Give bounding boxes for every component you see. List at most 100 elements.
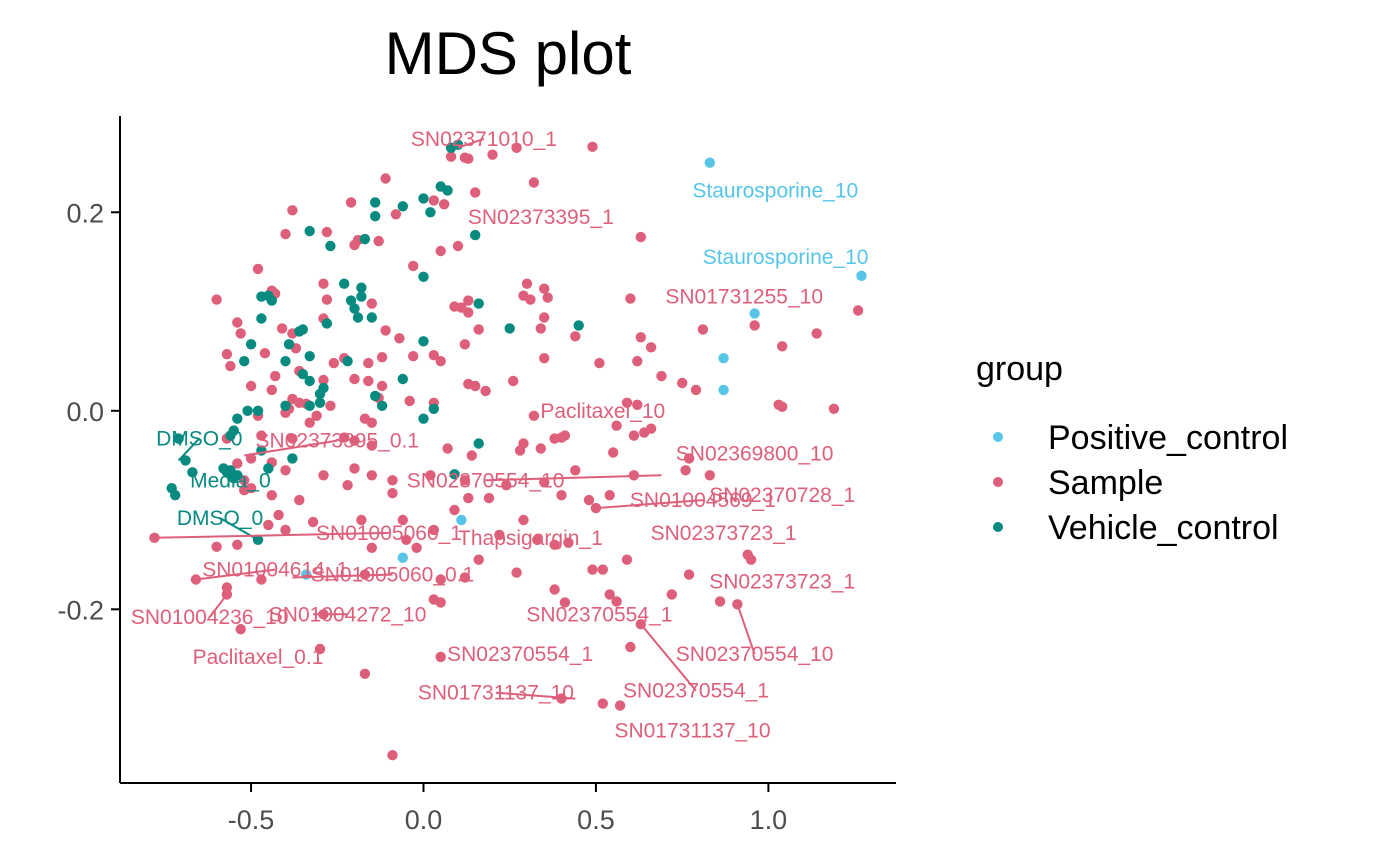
point-sample-69 [539, 353, 550, 364]
point-sample-155 [239, 485, 250, 496]
point-sample-161 [449, 504, 460, 516]
label-segment-11 [595, 499, 703, 510]
point-vehicle-control-45 [280, 400, 291, 411]
point-sample-58 [221, 349, 233, 360]
point-sample-121 [466, 450, 477, 461]
point-sample-95 [621, 397, 633, 408]
y-tick-label-0: -0.2 [57, 595, 104, 625]
point-label-18: SN01005060_0.1 [311, 564, 474, 587]
point-sample-170 [401, 534, 412, 545]
label-segment-18 [292, 573, 393, 579]
point-label-15: Thapsigargin_1 [458, 527, 603, 550]
point-vehicle-control-6 [370, 197, 381, 208]
point-vehicle-control-15 [356, 291, 367, 302]
point-vehicle-control-53 [287, 453, 298, 464]
label-segment-6 [177, 437, 201, 462]
point-sample-148 [342, 480, 353, 491]
point-sample-21 [435, 245, 446, 257]
point-vehicle-control-68 [418, 413, 429, 424]
point-sample-70 [594, 357, 605, 369]
point-sample-191 [549, 584, 560, 595]
legend: group Positive_control Sample Vehicle_co… [976, 350, 1288, 547]
point-vehicle-control-38 [304, 375, 315, 387]
point-sample-156 [273, 509, 284, 521]
point-sample-75 [245, 380, 257, 392]
point-label-25: Paclitaxel_0.1 [193, 646, 324, 669]
point-sample-63 [363, 357, 374, 369]
point-sample-64 [376, 352, 388, 363]
point-sample-6 [380, 173, 391, 184]
point-label-4: SN01731255_10 [665, 286, 823, 309]
point-sample-23 [521, 278, 533, 289]
label-segment-7 [244, 439, 338, 457]
point-sample-174 [532, 534, 543, 545]
point-sample-2 [487, 149, 498, 160]
point-sample-208 [597, 698, 608, 709]
point-sample-15 [280, 228, 291, 240]
point-sample-13 [287, 205, 298, 216]
point-label-2: SN02373395_1 [468, 206, 614, 229]
point-vehicle-control-55 [173, 433, 184, 444]
point-sample-103 [311, 410, 322, 421]
point-vehicle-control-58 [187, 467, 198, 478]
point-vehicle-control-54 [180, 455, 191, 466]
point-label-3: Staurosporine_10 [703, 246, 869, 269]
point-sample-7 [528, 177, 540, 188]
point-sample-143 [704, 470, 715, 481]
point-label-14: SN01005060_1 [316, 522, 462, 545]
point-sample-104 [304, 417, 315, 428]
point-vehicle-control-10 [359, 233, 371, 245]
point-vehicle-control-69 [449, 469, 460, 480]
point-vehicle-control-42 [314, 397, 326, 408]
point-positive-control-0 [704, 157, 715, 168]
point-sample-177 [621, 554, 633, 565]
point-sample-91 [325, 400, 336, 411]
point-sample-149 [387, 488, 398, 499]
point-sample-57 [645, 342, 657, 353]
point-sample-169 [366, 542, 377, 553]
point-sample-40 [473, 324, 484, 335]
y-axis-ticks: -0.2 0.0 0.2 [57, 198, 120, 625]
point-sample-11 [390, 209, 402, 220]
point-vehicle-control-16 [345, 295, 357, 306]
point-sample-9 [428, 195, 439, 206]
point-positive-control-3 [718, 353, 729, 364]
point-sample-186 [587, 564, 598, 575]
point-vehicle-control-31 [245, 339, 257, 350]
point-vehicle-control-44 [376, 400, 388, 411]
point-sample-131 [318, 470, 329, 481]
legend-label-positive-control: Positive_control [1048, 419, 1288, 457]
point-sample-172 [473, 554, 484, 565]
point-sample-41 [539, 312, 550, 323]
point-sample-139 [570, 465, 581, 476]
point-sample-125 [608, 447, 619, 458]
point-vehicle-control-13 [339, 278, 350, 289]
point-sample-179 [745, 554, 757, 565]
legend-swatch-sample [993, 477, 1003, 487]
point-vehicle-control-48 [232, 413, 243, 424]
point-sample-204 [625, 641, 636, 653]
point-vehicle-control-34 [304, 351, 315, 362]
point-sample-14 [321, 226, 333, 238]
point-sample-200 [435, 597, 446, 608]
point-sample-4 [463, 153, 474, 164]
point-sample-77 [318, 374, 329, 386]
point-sample-66 [428, 350, 439, 361]
point-sample-71 [632, 356, 643, 367]
point-sample-117 [349, 435, 360, 446]
point-sample-10 [439, 199, 450, 210]
x-tick-label-1: 0.0 [405, 805, 443, 835]
point-vehicle-control-26 [266, 295, 277, 306]
point-sample-53 [535, 323, 546, 334]
point-sample-195 [666, 589, 677, 600]
point-sample-39 [463, 307, 474, 318]
point-sample-210 [387, 750, 398, 761]
point-vehicle-control-14 [356, 282, 367, 293]
point-sample-42 [697, 324, 709, 335]
point-sample-61 [328, 357, 339, 369]
point-vehicle-control-29 [297, 324, 308, 335]
y-tick-label-1: 0.0 [66, 397, 104, 427]
point-sample-168 [232, 539, 243, 550]
point-sample-187 [597, 564, 608, 575]
